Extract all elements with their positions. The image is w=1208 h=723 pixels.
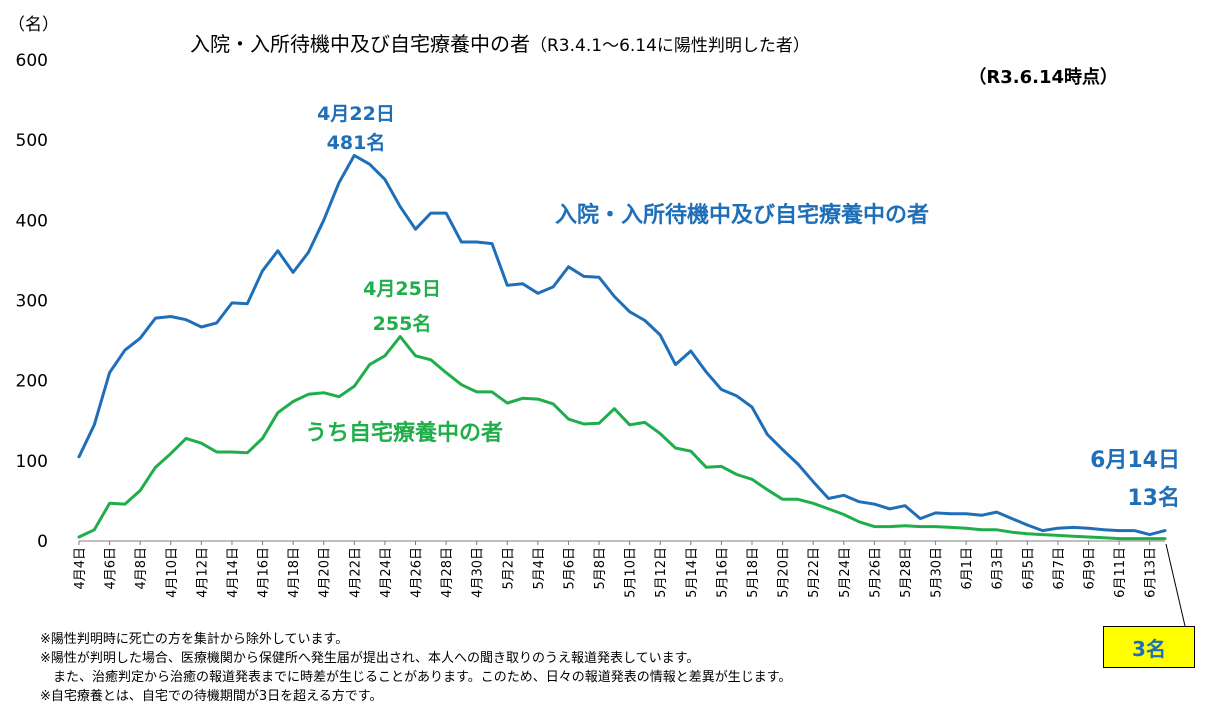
- y-tick-label: 300: [16, 292, 48, 312]
- chart-title-period: （R3.4.1～6.14に陽性判明した者）: [530, 36, 810, 56]
- x-tick-label: 6月7日: [1052, 547, 1067, 590]
- y-axis-unit: （名）: [8, 15, 59, 35]
- x-tick-label: 5月8日: [593, 547, 608, 590]
- x-tick-label: 4月16日: [257, 547, 272, 598]
- x-tick-label: 4月12日: [195, 547, 210, 598]
- y-tick-label: 0: [37, 532, 48, 552]
- chart-subtitle: （R3.6.14時点）: [968, 66, 1118, 88]
- x-tick-label: 5月10日: [624, 547, 639, 598]
- footnote-1: ※陽性判明時に死亡の方を集計から除外しています。: [40, 632, 349, 647]
- x-tick-label: 4月6日: [104, 547, 119, 590]
- series-layer: [77, 153, 1167, 541]
- y-axis: 0 100 200 300 400 500 600: [16, 51, 48, 552]
- blue-peak-value-label: 481名: [327, 131, 386, 154]
- x-tick-label: 5月2日: [501, 547, 516, 590]
- x-tick-label: 5月6日: [562, 547, 577, 590]
- last-green-value-callout: 3名: [1103, 626, 1195, 668]
- x-tick-label: 5月26日: [868, 547, 883, 598]
- x-tick-label: 6月9日: [1083, 547, 1098, 590]
- x-tick-label: 5月22日: [807, 547, 822, 598]
- last-date-label: 6月14日: [1090, 448, 1180, 473]
- last-green-value-text: 3名: [1132, 636, 1166, 661]
- green-series-label: うち自宅療養中の者: [305, 420, 503, 446]
- series-line-home-care: [77, 335, 1167, 541]
- x-tick-label: 4月30日: [471, 547, 486, 598]
- callout-leader-line: [1165, 543, 1186, 627]
- x-tick-label: 6月3日: [991, 547, 1006, 590]
- x-tick-label: 4月28日: [440, 547, 455, 598]
- last-blue-value-label: 13名: [1127, 485, 1180, 511]
- x-tick-label: 5月12日: [654, 547, 669, 598]
- x-tick-label: 4月20日: [318, 547, 333, 598]
- blue-peak-date-label: 4月22日: [317, 103, 395, 125]
- x-tick-label: 4月24日: [379, 547, 394, 598]
- y-tick-label: 200: [16, 372, 48, 392]
- chart-title-main: 入院・入所待機中及び自宅療養中の者: [190, 32, 530, 56]
- footnote-3: また、治癒判定から治癒の報道発表までに時差が生じることがあります。このため、日々…: [40, 670, 792, 685]
- x-tick-label: 5月20日: [777, 547, 792, 598]
- y-tick-label: 400: [16, 211, 48, 231]
- blue-series-label: 入院・入所待機中及び自宅療養中の者: [555, 202, 929, 228]
- x-tick-label: 4月18日: [287, 547, 302, 598]
- chart-title: 入院・入所待機中及び自宅療養中の者（R3.4.1～6.14に陽性判明した者）: [190, 32, 810, 56]
- x-tick-label: 5月24日: [838, 547, 853, 598]
- x-tick-label: 4月4日: [73, 547, 88, 590]
- x-tick-label: 4月26日: [410, 547, 425, 598]
- x-tick-label: 4月14日: [226, 547, 241, 598]
- x-tick-label: 6月5日: [1021, 547, 1036, 590]
- x-tick-label: 4月22日: [348, 547, 363, 598]
- x-tick-label: 5月4日: [532, 547, 547, 590]
- x-axis: 4月4日 4月6日 4月8日 4月10日 4月12日 4月14日 4月16日 4月18日 4月2…: [73, 540, 1165, 598]
- x-tick-label: 5月16日: [715, 547, 730, 598]
- x-tick-label: 4月8日: [134, 547, 149, 590]
- green-peak-date-label: 4月25日: [363, 278, 441, 300]
- y-tick-label: 100: [16, 452, 48, 472]
- x-tick-label: 6月11日: [1113, 547, 1128, 598]
- footnote-2: ※陽性が判明した場合、医療機関から保健所へ発生届が提出され、本人への聞き取りのう…: [40, 651, 700, 666]
- x-tick-label: 4月10日: [165, 547, 180, 598]
- x-tick-label: 5月14日: [685, 547, 700, 598]
- series-line-total: [77, 153, 1167, 537]
- green-peak-value-label: 255名: [373, 312, 432, 335]
- x-tick-label: 6月1日: [960, 547, 975, 590]
- y-tick-label: 600: [16, 51, 48, 71]
- footnote-4: ※自宅療養とは、自宅での待機期間が3日を超える方です。: [40, 689, 383, 704]
- footnotes: ※陽性判明時に死亡の方を集計から除外しています。 ※陽性が判明した場合、医療機関…: [40, 630, 791, 706]
- y-tick-label: 500: [16, 131, 48, 151]
- x-tick-label: 5月30日: [930, 547, 945, 598]
- x-tick-label: 5月18日: [746, 547, 761, 598]
- x-tick-label: 5月28日: [899, 547, 914, 598]
- x-tick-label: 6月13日: [1144, 547, 1159, 598]
